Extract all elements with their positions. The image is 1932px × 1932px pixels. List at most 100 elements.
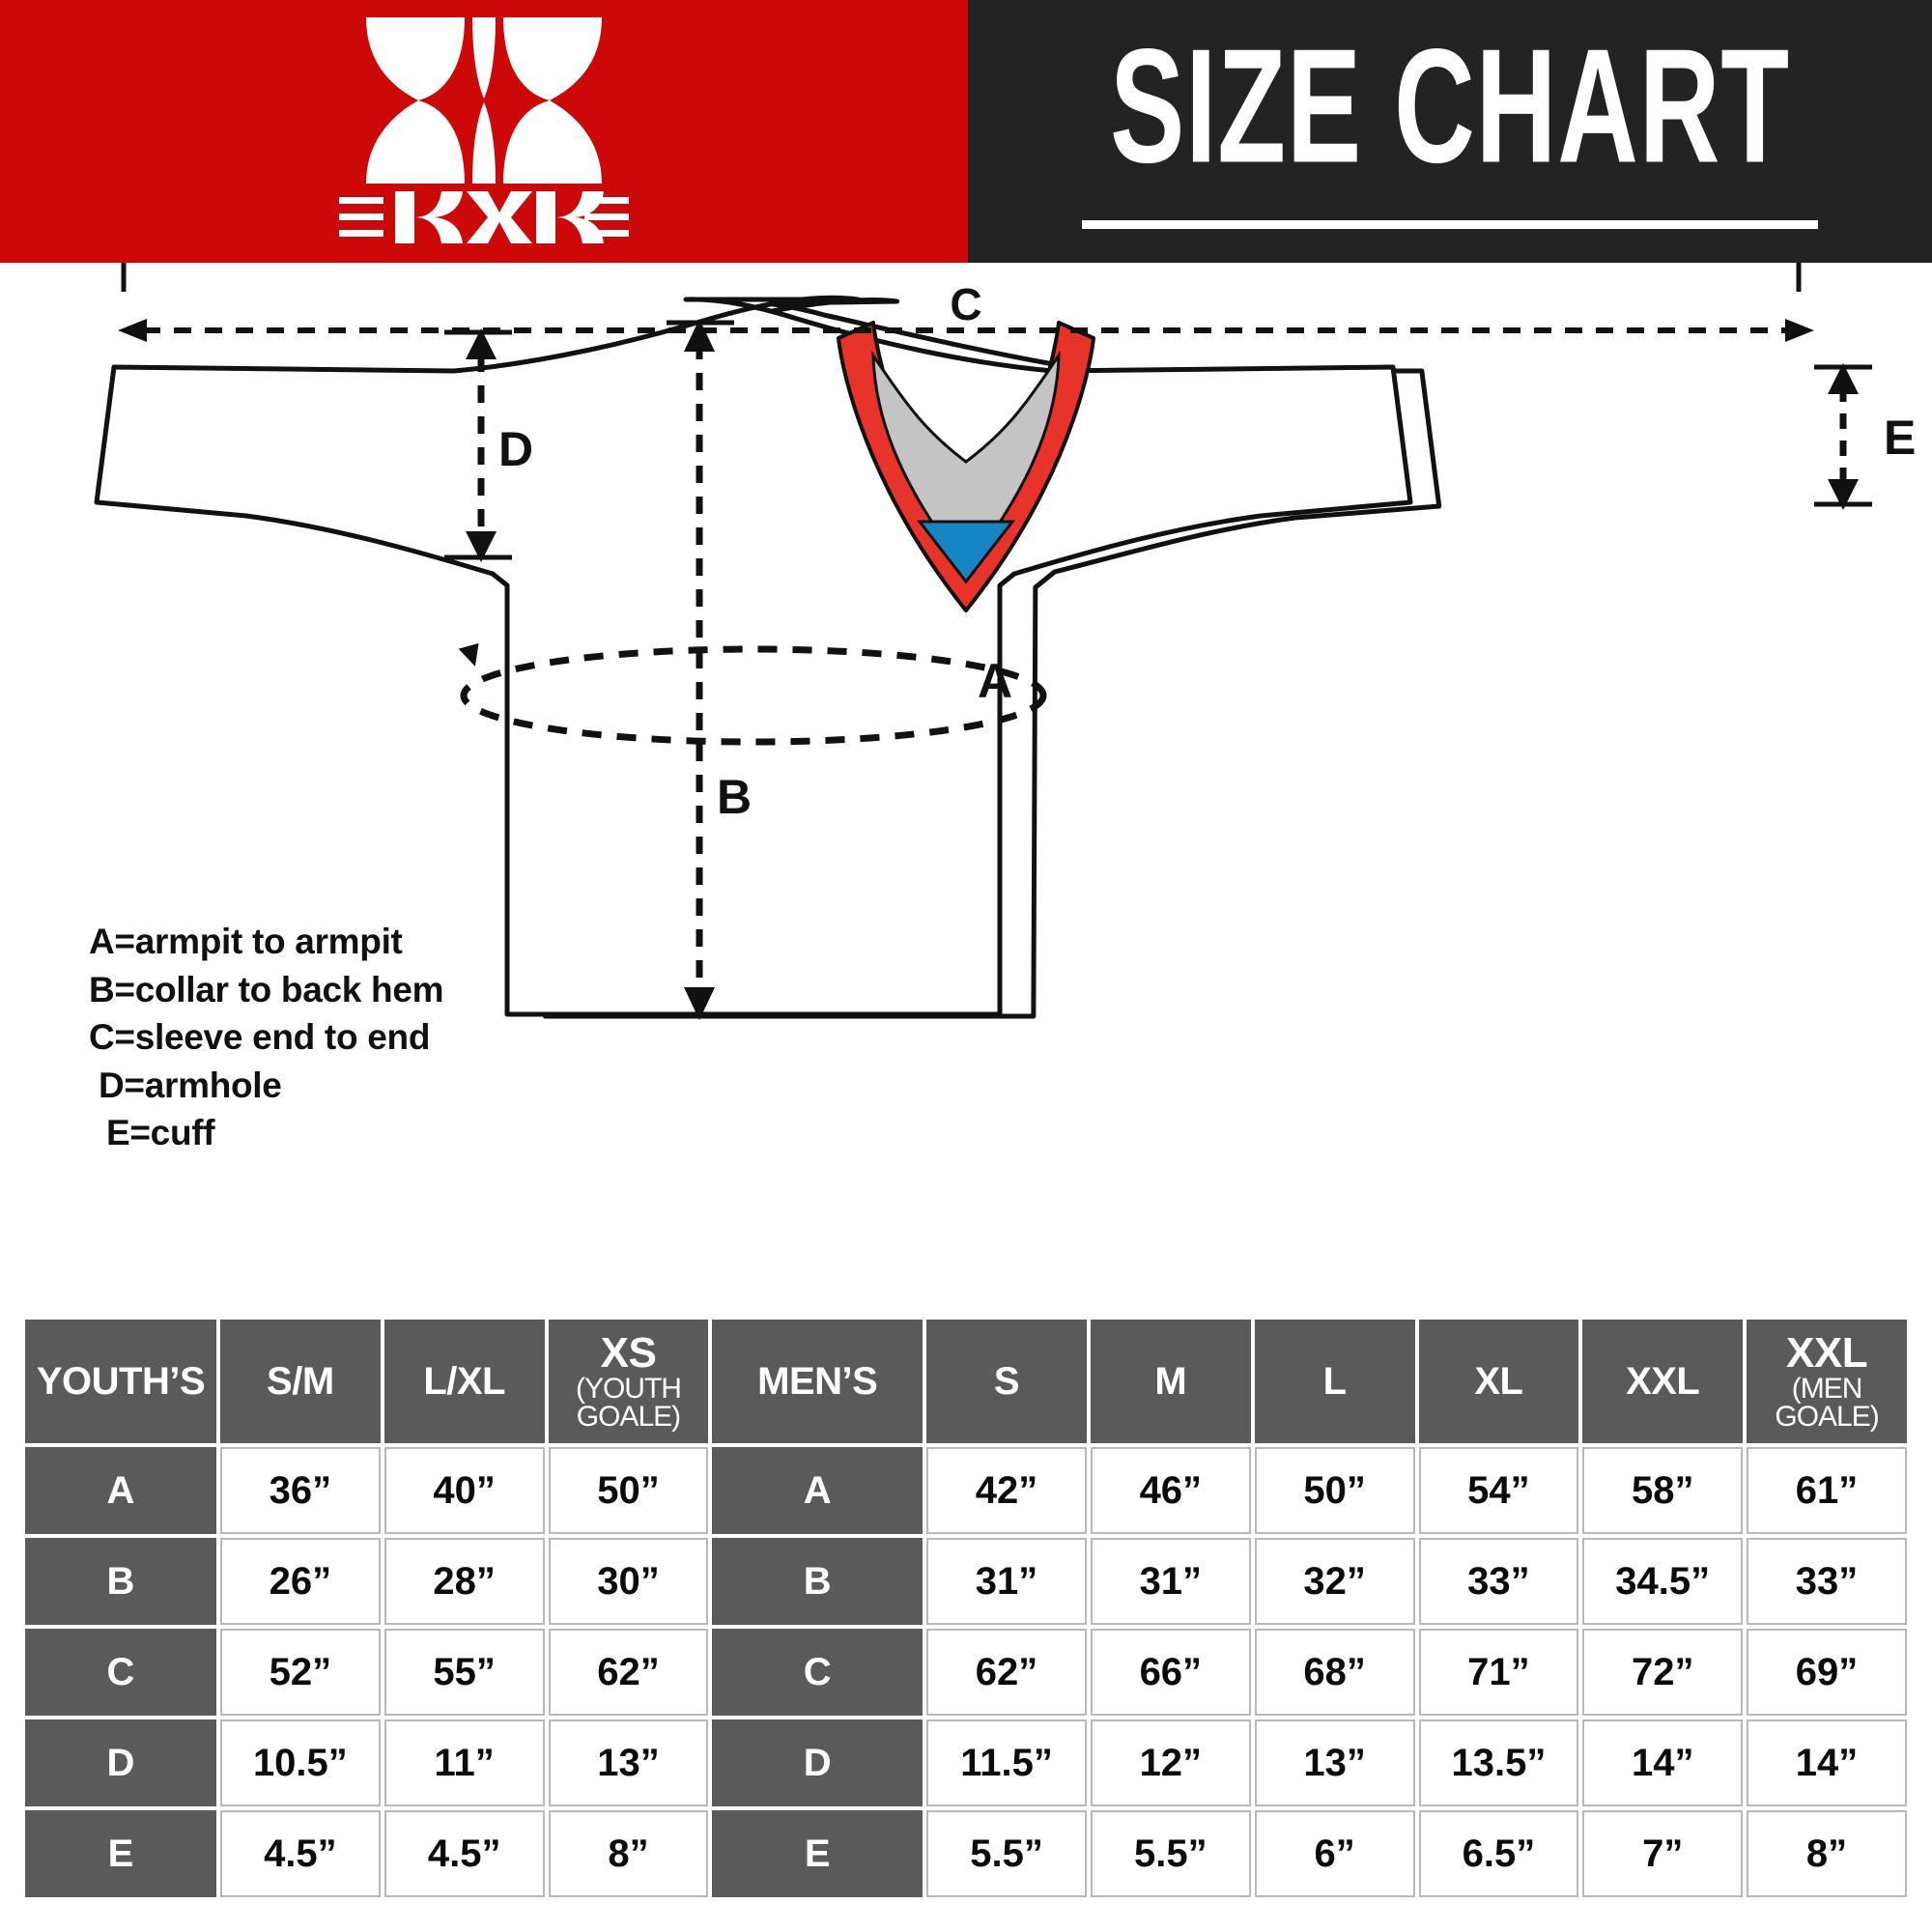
- table-row: B 26” 28” 30” B 31” 31” 32” 33” 34.5” 33…: [25, 1538, 1907, 1625]
- cell-youth-a-2: 50”: [548, 1447, 709, 1534]
- jersey-diagram: C D B E A: [0, 263, 1932, 1316]
- dimension-d: [444, 328, 512, 562]
- table-row: E 4.5” 4.5” 8” E 5.5” 5.5” 6” 6.5” 7” 8”: [25, 1810, 1907, 1897]
- cell-youth-c-2: 62”: [548, 1629, 709, 1716]
- cell-mens-b-4: 34.5”: [1582, 1538, 1744, 1625]
- cell-mens-e-0: 5.5”: [926, 1810, 1087, 1897]
- table-row: C 52” 55” 62” C 62” 66” 68” 71” 72” 69”: [25, 1629, 1907, 1716]
- cell-mens-a-4: 58”: [1582, 1447, 1744, 1534]
- row-label-mens-c: C: [712, 1629, 923, 1716]
- cell-mens-d-2: 13”: [1254, 1719, 1415, 1806]
- kxk-hourglass-icon: [366, 17, 602, 184]
- table-row: A 36” 40” 50” A 42” 46” 50” 54” 58” 61”: [25, 1447, 1907, 1534]
- cell-mens-a-5: 61”: [1747, 1447, 1907, 1534]
- label-a: A: [978, 654, 1012, 708]
- jersey-silhouette: [94, 295, 1413, 1017]
- cell-mens-d-1: 12”: [1090, 1719, 1251, 1806]
- cell-mens-a-2: 50”: [1254, 1447, 1415, 1534]
- header-youth-lxl: L/XL: [384, 1320, 545, 1443]
- cell-mens-a-0: 42”: [926, 1447, 1087, 1534]
- kxk-wordmark: [339, 191, 629, 243]
- header-mens-m: M: [1090, 1320, 1251, 1443]
- collar-inner: [871, 350, 1061, 573]
- header-youth-sm: S/M: [219, 1320, 381, 1443]
- header-mens-xxl-goalie: XXL (MEN GOALE): [1747, 1320, 1907, 1443]
- cell-mens-b-0: 31”: [926, 1538, 1087, 1625]
- legend-line-d: D=armhole: [99, 1065, 282, 1105]
- row-label-mens-e: E: [712, 1810, 923, 1897]
- header-mens-xl: XL: [1418, 1320, 1579, 1443]
- measurement-legend: A=armpit to armpit B=collar to back hem …: [89, 918, 630, 1157]
- page-header: SIZE CHART: [0, 0, 1932, 263]
- header-mens-s: S: [926, 1320, 1087, 1443]
- size-table: YOUTH’S S/M L/XL XS (YOUTH GOALE) MEN’S …: [21, 1316, 1911, 1901]
- cell-mens-d-0: 11.5”: [926, 1719, 1087, 1806]
- cell-mens-e-2: 6”: [1254, 1810, 1415, 1897]
- cell-youth-d-1: 11”: [384, 1719, 545, 1806]
- label-d: D: [498, 422, 533, 476]
- cell-youth-b-0: 26”: [219, 1538, 381, 1625]
- legend-line-b: B=collar to back hem: [89, 969, 444, 1009]
- dimension-c: [121, 263, 1802, 292]
- header-mens-xxl: XXL: [1582, 1320, 1744, 1443]
- dimension-e: [1814, 363, 1872, 510]
- row-label-youth-d: D: [25, 1719, 216, 1806]
- cell-mens-a-1: 46”: [1090, 1447, 1251, 1534]
- table-row: D 10.5” 11” 13” D 11.5” 12” 13” 13.5” 14…: [25, 1719, 1907, 1806]
- cell-mens-c-2: 68”: [1254, 1629, 1415, 1716]
- page-title: SIZE CHART: [1110, 15, 1790, 198]
- cell-mens-a-3: 54”: [1418, 1447, 1579, 1534]
- cell-youth-c-0: 52”: [219, 1629, 381, 1716]
- cell-mens-c-3: 71”: [1418, 1629, 1579, 1716]
- row-label-mens-a: A: [712, 1447, 923, 1534]
- cell-youth-b-2: 30”: [548, 1538, 709, 1625]
- cell-youth-d-0: 10.5”: [219, 1719, 381, 1806]
- cell-mens-e-5: 8”: [1747, 1810, 1907, 1897]
- cell-mens-b-1: 31”: [1090, 1538, 1251, 1625]
- cell-mens-b-3: 33”: [1418, 1538, 1579, 1625]
- title-underline: [1082, 220, 1818, 229]
- header-mens-goalie-sub: (MEN GOALE): [1775, 1372, 1879, 1433]
- c-arrow-row: [118, 319, 1814, 342]
- cell-youth-e-2: 8”: [548, 1810, 709, 1897]
- cell-mens-e-3: 6.5”: [1418, 1810, 1579, 1897]
- cell-mens-b-2: 32”: [1254, 1538, 1415, 1625]
- table-header-row: YOUTH’S S/M L/XL XS (YOUTH GOALE) MEN’S …: [25, 1320, 1907, 1443]
- row-label-mens-b: B: [712, 1538, 923, 1625]
- cell-mens-e-4: 7”: [1582, 1810, 1744, 1897]
- brand-panel: [0, 0, 968, 263]
- row-label-youth-e: E: [25, 1810, 216, 1897]
- cell-mens-d-5: 14”: [1747, 1719, 1907, 1806]
- row-label-youth-b: B: [25, 1538, 216, 1625]
- header-youth-xs: XS (YOUTH GOALE): [548, 1320, 709, 1443]
- cell-youth-c-1: 55”: [384, 1629, 545, 1716]
- header-youth-xs-main: XS: [600, 1328, 657, 1377]
- row-label-mens-d: D: [712, 1719, 923, 1806]
- label-c-visible: C: [950, 279, 982, 329]
- legend-line-e: E=cuff: [106, 1113, 215, 1153]
- c-arrow-svg: [118, 319, 1814, 342]
- title-panel: SIZE CHART: [968, 0, 1932, 263]
- legend-line-c: C=sleeve end to end: [89, 1017, 431, 1058]
- kxk-logo: [339, 14, 629, 253]
- cell-mens-c-4: 72”: [1582, 1629, 1744, 1716]
- row-label-youth-c: C: [25, 1629, 216, 1716]
- size-table-container: YOUTH’S S/M L/XL XS (YOUTH GOALE) MEN’S …: [21, 1316, 1911, 1901]
- header-mens-l: L: [1254, 1320, 1415, 1443]
- header-mens-goalie-main: XXL: [1786, 1328, 1868, 1377]
- dimension-b: [667, 319, 734, 1020]
- legend-line-a: A=armpit to armpit: [89, 922, 403, 961]
- cell-mens-c-1: 66”: [1090, 1629, 1251, 1716]
- cell-mens-d-4: 14”: [1582, 1719, 1744, 1806]
- header-youth: YOUTH’S: [25, 1320, 216, 1443]
- cell-mens-c-5: 69”: [1747, 1629, 1907, 1716]
- cell-youth-d-2: 13”: [548, 1719, 709, 1806]
- label-b: B: [717, 770, 752, 824]
- header-mens: MEN’S: [712, 1320, 923, 1443]
- label-e: E: [1884, 411, 1916, 465]
- cell-mens-b-5: 33”: [1747, 1538, 1907, 1625]
- cell-youth-e-0: 4.5”: [219, 1810, 381, 1897]
- cell-youth-b-1: 28”: [384, 1538, 545, 1625]
- collar-accent: [916, 520, 1016, 584]
